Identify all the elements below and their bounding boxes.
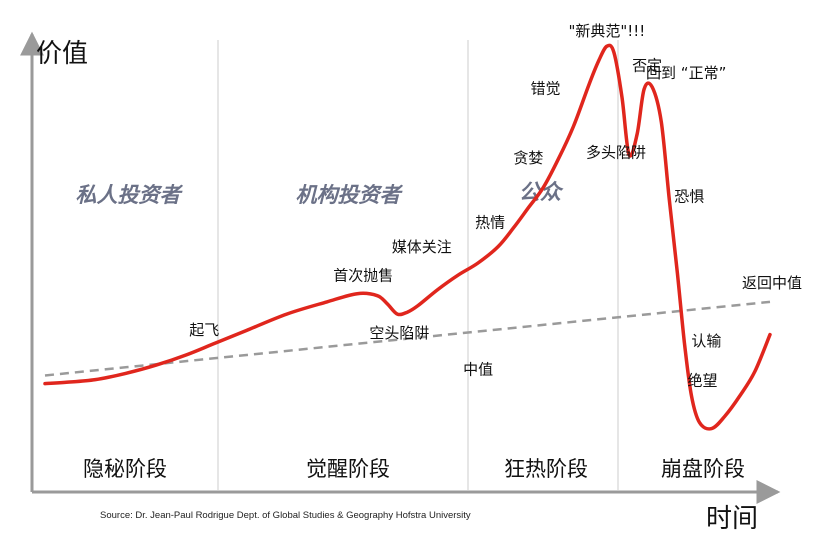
annotation-label: 多头陷阱 bbox=[586, 144, 646, 162]
phase-label: 崩盘阶段 bbox=[661, 457, 745, 481]
annotation-label: 错觉 bbox=[530, 80, 560, 98]
source-note: Source: Dr. Jean-Paul Rodrigue Dept. of … bbox=[100, 510, 471, 521]
participant-label: 私人投资者 bbox=[76, 183, 184, 207]
annotation-label: 认输 bbox=[691, 332, 721, 350]
y-axis-title: 价值 bbox=[36, 39, 88, 69]
participant-label: 机构投资者 bbox=[296, 183, 404, 207]
phase-label: 狂热阶段 bbox=[504, 457, 588, 481]
annotation-label: 首次抛售 bbox=[333, 267, 393, 285]
annotation-label: 恐惧 bbox=[674, 188, 704, 206]
annotation-label: 中值 bbox=[463, 361, 493, 379]
participant-labels: 私人投资者 机构投资者 公众 bbox=[76, 180, 564, 207]
phase-dividers bbox=[217, 40, 619, 490]
x-axis-title: 时间 bbox=[706, 504, 758, 534]
phase-labels: 隐秘阶段 觉醒阶段 狂热阶段 崩盘阶段 bbox=[83, 457, 745, 481]
annotation-label: 空头陷阱 bbox=[369, 324, 429, 342]
series-lines bbox=[43, 43, 772, 431]
annotation-label: 返回中值 bbox=[742, 274, 802, 292]
annotation-label: 媒体关注 bbox=[392, 238, 452, 256]
phase-label: 觉醒阶段 bbox=[306, 457, 390, 481]
annotation-label: 起飞 bbox=[189, 321, 219, 339]
annotation-label: 回到 “正常” bbox=[646, 64, 726, 82]
annotation-label: 否定 bbox=[632, 57, 662, 75]
annotation-label: 热情 bbox=[475, 214, 505, 232]
annotation-label: "新典范"!!! bbox=[568, 22, 645, 40]
annotation-label: 绝望 bbox=[687, 372, 717, 390]
phase-label: 隐秘阶段 bbox=[83, 457, 167, 481]
annotation-label: 贪婪 bbox=[513, 149, 543, 167]
value-curve bbox=[43, 43, 772, 431]
